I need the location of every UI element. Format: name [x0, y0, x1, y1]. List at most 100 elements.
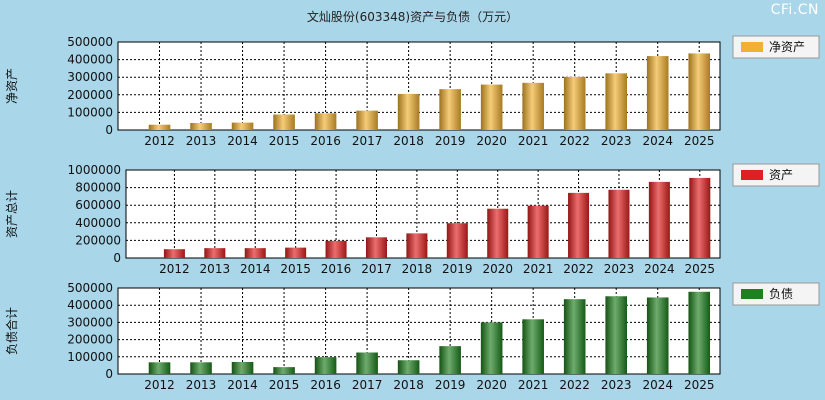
- bar-2012: [148, 124, 171, 130]
- bar-2016: [314, 113, 337, 130]
- y-axis-label: 负债合计: [4, 307, 19, 355]
- bar-2014: [231, 361, 254, 374]
- x-tick-label: 2013: [200, 262, 231, 276]
- legend: 负债: [732, 282, 820, 306]
- y-tick-label: 200000: [67, 88, 113, 102]
- x-tick-label: 2018: [393, 378, 424, 392]
- bar-2025: [688, 53, 711, 130]
- bar-2016: [325, 240, 347, 258]
- bar-2015: [273, 114, 295, 130]
- y-tick-label: 400000: [75, 216, 121, 230]
- x-tick-label: 2020: [482, 262, 513, 276]
- x-tick-label: 2020: [476, 134, 507, 148]
- y-tick-label: 300000: [67, 315, 113, 329]
- panel-3: 0 100000 200000 300000 400000 500000 2012 2013 2…: [4, 281, 820, 392]
- x-tick-label: 2016: [321, 262, 352, 276]
- y-tick-label: 200000: [75, 233, 121, 247]
- y-tick-label: 100000: [67, 105, 113, 119]
- x-tick-label: 2013: [186, 134, 217, 148]
- bar-2017: [356, 352, 378, 374]
- bar-2024: [646, 56, 669, 130]
- legend-box: [732, 35, 820, 59]
- legend: 净资产: [732, 35, 820, 59]
- x-tick-label: 2013: [186, 378, 217, 392]
- bar-2020: [487, 208, 509, 258]
- x-tick-label: 2017: [361, 262, 392, 276]
- bar-2018: [397, 93, 420, 130]
- x-tick-label: 2012: [144, 378, 175, 392]
- x-tick-label: 2015: [280, 262, 311, 276]
- x-tick-label: 2024: [642, 378, 673, 392]
- y-tick-label: 800000: [75, 181, 121, 195]
- y-tick-label: 200000: [67, 333, 113, 347]
- bar-2019: [446, 223, 468, 258]
- legend-swatch: [741, 289, 763, 299]
- bar-2015: [285, 247, 307, 258]
- bar-2025: [688, 291, 711, 374]
- y-tick-label: 0: [105, 367, 113, 381]
- x-tick-label: 2012: [159, 262, 190, 276]
- bar-2021: [522, 82, 544, 130]
- x-tick-label: 2019: [435, 378, 466, 392]
- x-tick-label: 2025: [684, 134, 715, 148]
- x-tick-label: 2015: [269, 134, 300, 148]
- x-tick-label: 2017: [352, 378, 383, 392]
- bar-2022: [568, 192, 590, 258]
- watermark-logo: CFi.CN: [770, 2, 819, 18]
- bar-2013: [204, 248, 226, 258]
- legend-swatch: [741, 42, 763, 52]
- y-tick-label: 400000: [67, 53, 113, 67]
- bar-2020: [480, 84, 503, 130]
- x-tick-label: 2025: [685, 262, 716, 276]
- x-tick-label: 2021: [523, 262, 554, 276]
- bar-2022: [563, 299, 586, 374]
- bar-2012: [148, 362, 171, 374]
- panel-1: 0 100000 200000 300000 400000 500000 2012 2013 2…: [5, 35, 820, 148]
- x-tick-label: 2023: [604, 262, 635, 276]
- chart-title: 文灿股份(603348)资产与负债（万元）: [306, 10, 519, 24]
- bar-2014: [244, 248, 266, 258]
- y-tick-label: 300000: [67, 70, 113, 84]
- y-tick-label: 500000: [67, 281, 113, 295]
- bar-2012: [163, 249, 185, 258]
- y-tick-label: 0: [113, 251, 121, 265]
- x-tick-label: 2016: [310, 378, 341, 392]
- y-tick-label: 500000: [67, 35, 113, 49]
- bar-2019: [439, 346, 461, 374]
- x-tick-label: 2022: [559, 378, 590, 392]
- bar-2016: [314, 357, 337, 374]
- bar-2024: [646, 297, 669, 374]
- bar-2015: [273, 367, 295, 374]
- legend-label: 净资产: [769, 40, 805, 54]
- y-tick-label: 400000: [67, 298, 113, 312]
- y-tick-label: 100000: [67, 350, 113, 364]
- bar-2020: [480, 322, 503, 374]
- bar-2022: [563, 76, 586, 130]
- panel-2: 0 200000 400000 600000 800000 1000000 2012 2013…: [5, 163, 820, 276]
- y-axis-label: 资产总计: [5, 190, 19, 238]
- x-tick-label: 2023: [601, 134, 632, 148]
- x-tick-label: 2019: [435, 134, 466, 148]
- x-tick-label: 2025: [684, 378, 715, 392]
- x-tick-label: 2023: [601, 378, 632, 392]
- x-tick-label: 2014: [240, 262, 271, 276]
- bar-2013: [190, 362, 212, 374]
- y-tick-label: 600000: [75, 198, 121, 212]
- bar-2023: [608, 189, 630, 258]
- bar-2017: [356, 110, 378, 130]
- x-tick-label: 2018: [402, 262, 433, 276]
- x-tick-label: 2021: [518, 134, 549, 148]
- legend-box: [732, 163, 820, 187]
- y-tick-label: 0: [105, 123, 113, 137]
- x-tick-label: 2012: [144, 134, 175, 148]
- y-tick-label: 1000000: [68, 163, 121, 177]
- bar-2021: [527, 205, 549, 258]
- legend: 资产: [732, 163, 820, 187]
- bar-2017: [365, 237, 387, 258]
- bar-2018: [406, 233, 428, 258]
- x-tick-label: 2021: [518, 378, 549, 392]
- x-tick-label: 2022: [559, 134, 590, 148]
- bar-2023: [605, 296, 628, 374]
- bar-2021: [522, 319, 544, 374]
